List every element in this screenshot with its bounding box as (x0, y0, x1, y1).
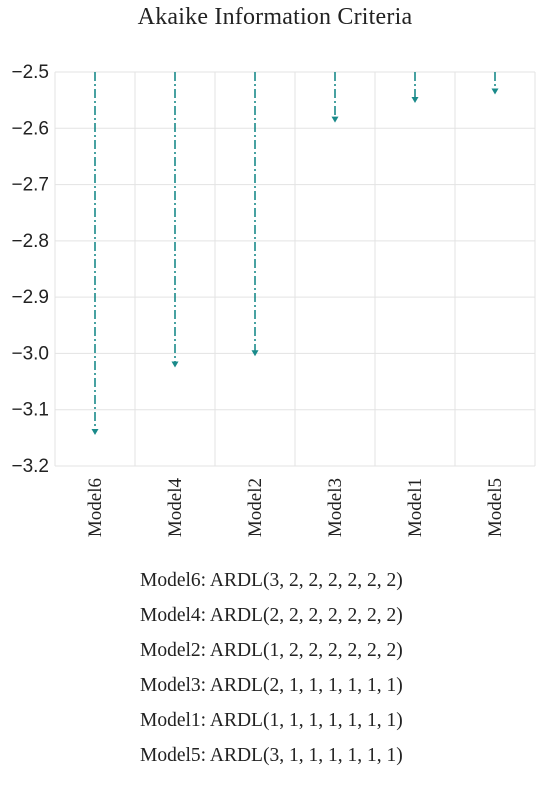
bar-model3 (331, 72, 339, 123)
bar-layer (91, 72, 499, 436)
x-tick-label: Model1 (405, 478, 426, 537)
model-spec-line: Model2: ARDL(1, 2, 2, 2, 2, 2, 2) (140, 640, 403, 661)
model-spec-line: Model3: ARDL(2, 1, 1, 1, 1, 1, 1) (140, 675, 403, 696)
bar-model5 (491, 72, 499, 95)
bar-model2 (251, 72, 259, 357)
y-tick-label: −2.6 (11, 118, 49, 139)
bar-arrowhead (411, 96, 419, 103)
bar-arrowhead (331, 116, 339, 123)
y-tick-label: −3.2 (11, 456, 49, 477)
x-tick-label: Model5 (485, 478, 506, 537)
y-tick-label: −2.7 (11, 175, 49, 196)
chart-title: Akaike Information Criteria (137, 4, 413, 30)
y-tick-label: −3.1 (11, 400, 49, 421)
x-tick-label: Model2 (245, 478, 266, 537)
bar-arrowhead (171, 361, 179, 368)
y-axis-ticks: −2.5 −2.6 −2.7 −2.8 −2.9 −3.0 −3.1 −3.2 (11, 62, 49, 477)
x-tick-label: Model4 (165, 478, 186, 538)
bar-arrowhead (251, 350, 259, 357)
y-tick-label: −2.9 (11, 287, 49, 308)
bar-model6 (91, 72, 99, 436)
model-spec-line: Model4: ARDL(2, 2, 2, 2, 2, 2, 2) (140, 605, 403, 626)
x-axis-ticks: Model6 Model4 Model2 Model3 Model1 Model5 (85, 478, 506, 538)
grid-layer (54, 71, 536, 467)
y-tick-label: −2.8 (11, 231, 49, 252)
bar-model1 (411, 72, 419, 103)
model-spec-line: Model5: ARDL(3, 1, 1, 1, 1, 1, 1) (140, 745, 403, 766)
x-tick-label: Model3 (325, 478, 346, 537)
bar-arrowhead (91, 429, 99, 436)
y-tick-label: −3.0 (11, 343, 49, 364)
model-spec-line: Model6: ARDL(3, 2, 2, 2, 2, 2, 2) (140, 570, 403, 591)
bar-model4 (171, 72, 179, 368)
aic-chart: −2.5−2.6−2.7−2.8−2.9−3.0−3.1−3.2 Model6 M… (11, 62, 536, 538)
x-tick-label: Model6 (85, 478, 106, 537)
bar-arrowhead (491, 88, 499, 95)
model-spec-line: Model1: ARDL(1, 1, 1, 1, 1, 1, 1) (140, 710, 403, 731)
y-tick-label: −2.5 (11, 62, 49, 83)
